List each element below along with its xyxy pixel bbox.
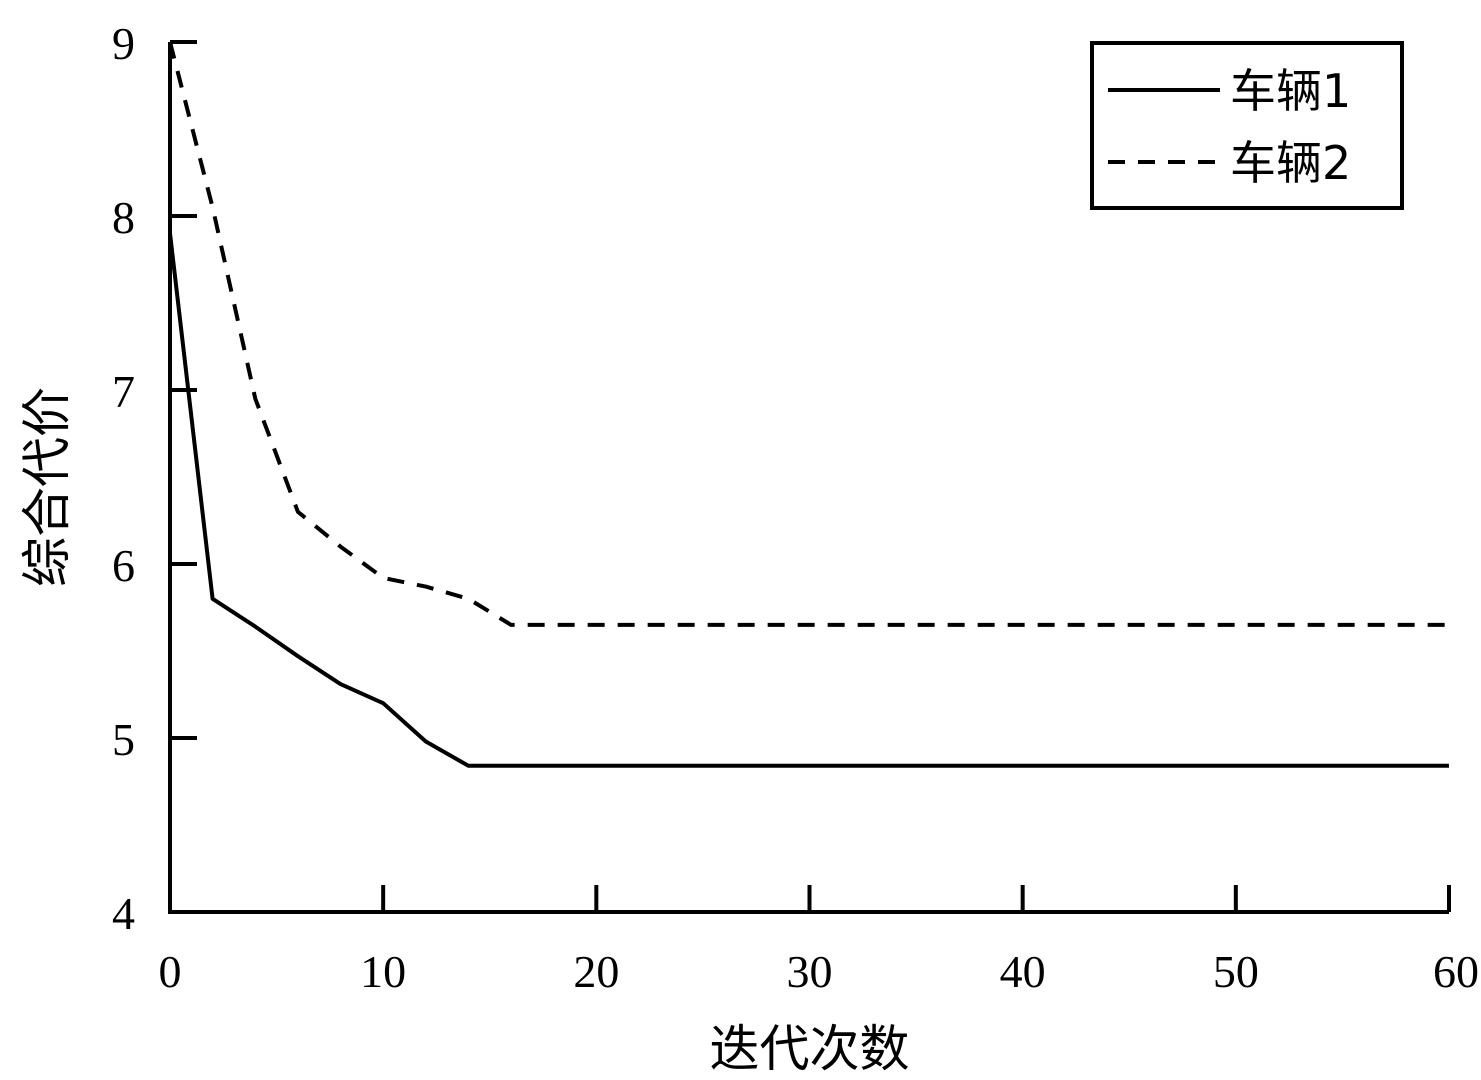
legend-box xyxy=(1090,41,1404,210)
axes: 0 10 20 30 40 50 60 4 5 6 7 8 9 迭代次数 综合代价 xyxy=(18,18,1479,1078)
series-layer xyxy=(168,41,1449,768)
legend-label-1: 车辆1 xyxy=(1230,64,1351,118)
x-tick-label: 50 xyxy=(1213,946,1259,997)
legend-label-2: 车辆2 xyxy=(1230,136,1351,190)
y-tick-label: 9 xyxy=(112,18,135,69)
y-tick-label: 5 xyxy=(112,714,135,765)
series-line-1 xyxy=(168,233,1449,768)
y-tick-label: 7 xyxy=(112,366,135,417)
x-tick-label: 30 xyxy=(787,946,833,997)
x-tick-label: 0 xyxy=(159,946,182,997)
x-tick-label: 20 xyxy=(573,946,619,997)
x-tick-label: 40 xyxy=(1000,946,1046,997)
y-axis-title: 综合代价 xyxy=(18,387,76,587)
y-tick-label: 4 xyxy=(112,888,135,939)
x-tick-label: 10 xyxy=(360,946,406,997)
x-axis-title: 迭代次数 xyxy=(710,1020,910,1078)
x-tick-label: 60 xyxy=(1433,946,1479,997)
y-tick-label: 8 xyxy=(112,192,135,243)
y-tick-label: 6 xyxy=(112,540,135,591)
